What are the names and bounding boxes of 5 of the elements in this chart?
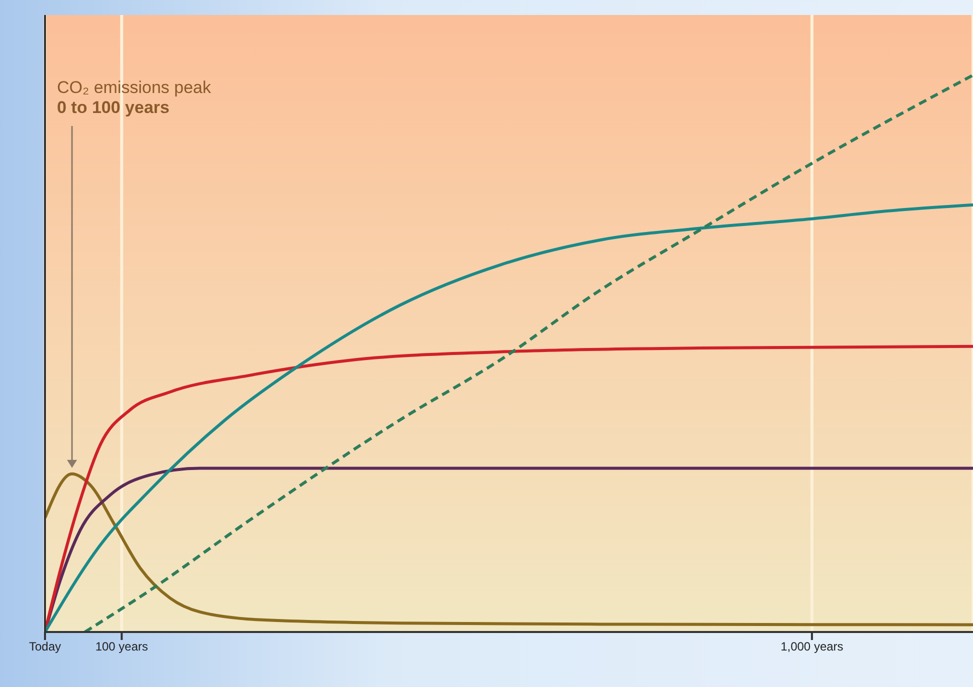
annotation: 0 to 100 years <box>57 98 170 118</box>
x-tick-label: 1,000 years <box>780 640 844 654</box>
x-tick-label: Today <box>28 640 62 654</box>
annotation: CO₂ emissions peak <box>57 78 211 98</box>
x-tick-label: 100 years <box>95 640 148 654</box>
